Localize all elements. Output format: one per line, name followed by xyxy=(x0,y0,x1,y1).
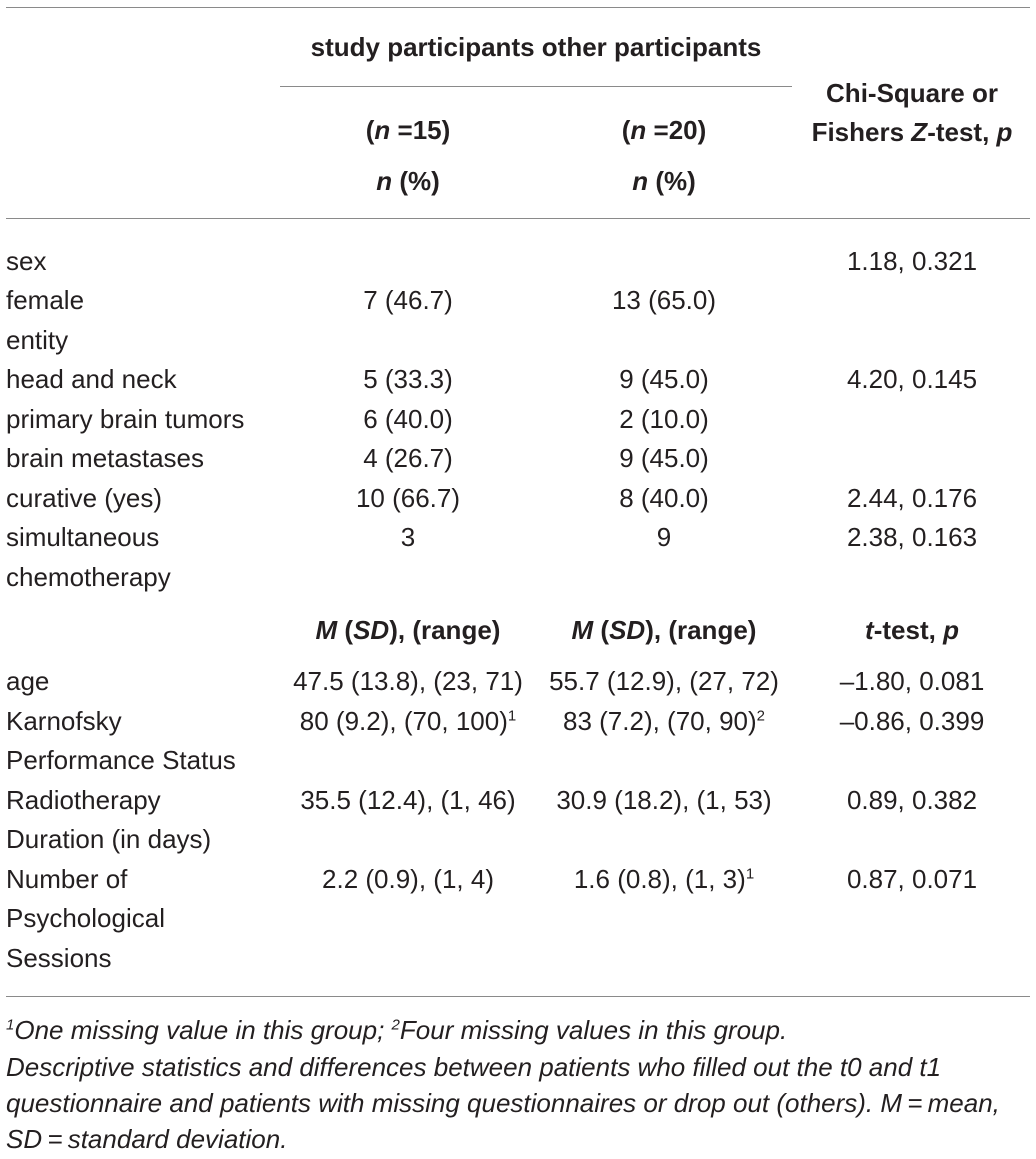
row-label: female xyxy=(6,285,85,315)
row-test: –0.86, 0.399 xyxy=(839,706,985,736)
row-test: 0.87, 0.071 xyxy=(846,864,978,894)
row-other: 1.6 (0.8), (1, 3)1 xyxy=(573,864,755,894)
row-test: 4.20, 0.145 xyxy=(846,364,978,394)
other-stats-header: M (SD), (range) xyxy=(571,615,757,645)
row-label: Radiotherapy xyxy=(6,785,161,815)
row-label-cont: Psychological xyxy=(6,903,165,933)
row-label: curative (yes) xyxy=(6,483,163,513)
row-label: age xyxy=(6,666,50,696)
row-study: 7 (46.7) xyxy=(363,285,453,315)
row-label-cont: Sessions xyxy=(6,943,112,973)
row-label: Karnofsky xyxy=(6,706,122,736)
header-bottom-rule xyxy=(6,218,1030,219)
row-test: 2.38, 0.163 xyxy=(846,522,978,552)
footnote-missing-values: 1One missing value in this group; 2Four … xyxy=(6,1015,788,1045)
row-test: 0.89, 0.382 xyxy=(846,785,978,815)
row-label-cont: Performance Status xyxy=(6,745,236,775)
row-other: 13 (65.0) xyxy=(611,285,717,315)
row-study: 2.2 (0.9), (1, 4) xyxy=(322,864,494,894)
row-test: 2.44, 0.176 xyxy=(846,483,978,513)
other-n-header: (n =20) xyxy=(621,115,707,145)
row-test: –1.80, 0.081 xyxy=(839,666,985,696)
row-study: 35.5 (12.4), (1, 46) xyxy=(300,785,516,815)
row-study: 6 (40.0) xyxy=(363,404,453,434)
row-other: 83 (7.2), (70, 90)2 xyxy=(563,706,765,736)
footnote-marker: 1 xyxy=(507,707,517,725)
row-study: 47.5 (13.8), (23, 71) xyxy=(293,666,523,696)
group-span-header: study participants other participants xyxy=(310,32,762,62)
table-top-rule xyxy=(6,7,1030,8)
test-header-line2: Fishers Z-test, p xyxy=(811,117,1013,147)
study-stats-header: M (SD), (range) xyxy=(315,615,501,645)
row-other: 9 (45.0) xyxy=(619,443,709,473)
row-other: 9 (45.0) xyxy=(619,364,709,394)
row-label: simultaneous xyxy=(6,522,160,552)
group-header-rule xyxy=(280,86,792,87)
ttest-header: t-test, p xyxy=(865,615,959,645)
row-label-cont: chemotherapy xyxy=(6,562,171,592)
table-caption-line: Descriptive statistics and differences b… xyxy=(6,1052,942,1082)
row-other: 30.9 (18.2), (1, 53) xyxy=(556,785,772,815)
row-label-cont: Duration (in days) xyxy=(6,824,212,854)
study-n-header: (n =15) xyxy=(365,115,451,145)
table-caption-line: questionnaire and patients with missing … xyxy=(6,1088,1000,1118)
row-other: 8 (40.0) xyxy=(619,483,709,513)
row-study: 10 (66.7) xyxy=(355,483,461,513)
row-label: primary brain tumors xyxy=(6,404,245,434)
row-label: head and neck xyxy=(6,364,177,394)
row-label: sex xyxy=(6,246,47,276)
test-header-line1: Chi-Square or xyxy=(826,78,998,108)
other-unit-header: n (%) xyxy=(632,166,696,196)
row-other: 2 (10.0) xyxy=(619,404,709,434)
row-study: 80 (9.2), (70, 100)1 xyxy=(299,706,517,736)
row-test: 1.18, 0.321 xyxy=(846,246,978,276)
row-label: brain metastases xyxy=(6,443,204,473)
row-other: 9 xyxy=(656,522,672,552)
row-study: 4 (26.7) xyxy=(363,443,453,473)
footnote-marker: 2 xyxy=(756,707,765,725)
row-other: 55.7 (12.9), (27, 72) xyxy=(549,666,779,696)
table-caption-line: SD = standard deviation. xyxy=(6,1124,288,1154)
row-label: entity xyxy=(6,325,69,355)
table-bottom-rule xyxy=(6,996,1030,997)
row-study: 5 (33.3) xyxy=(363,364,453,394)
study-unit-header: n (%) xyxy=(376,166,440,196)
row-study: 3 xyxy=(400,522,416,552)
footnote-marker: 1 xyxy=(745,865,755,883)
row-label: Number of xyxy=(6,864,128,894)
